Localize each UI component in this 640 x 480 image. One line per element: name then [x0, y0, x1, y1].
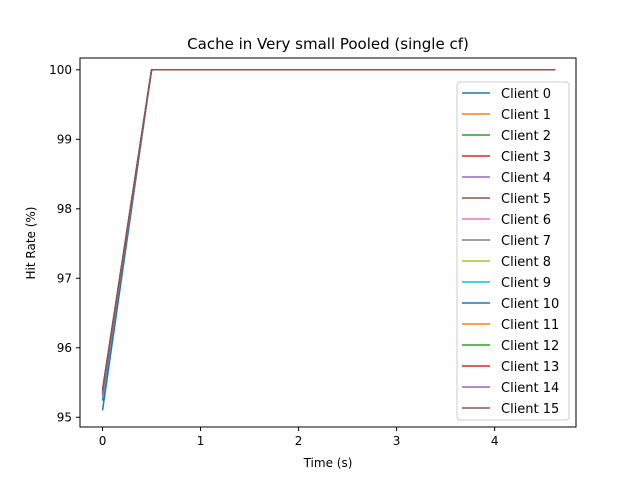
legend-label-client-12: Client 12 [501, 339, 559, 354]
axes-frame [79, 57, 577, 428]
legend-label-client-9: Client 9 [501, 276, 551, 291]
y-axis-label: Hit Rate (%) [24, 207, 38, 280]
legend-label-client-2: Client 2 [501, 129, 551, 144]
x-axis-ticks: 0 1 2 3 4 [99, 427, 499, 448]
series-lines [101, 69, 556, 411]
y-tick-label: 97 [57, 271, 72, 285]
plot-area: 0 1 2 3 4 95 96 97 98 99 100 [49, 57, 577, 448]
series-line-client-15 [101, 69, 556, 391]
legend-label-client-11: Client 11 [501, 318, 559, 333]
x-axis-label: Time (s) [303, 456, 353, 470]
y-tick-label: 100 [49, 63, 72, 77]
x-tick-label: 2 [295, 434, 303, 448]
legend-label-client-3: Client 3 [501, 150, 551, 165]
legend-label-client-4: Client 4 [501, 171, 551, 186]
x-tick-label: 4 [491, 434, 499, 448]
legend: Client 0 Client 1 Client 2 Client 3 Client 4… [456, 81, 570, 421]
x-tick-label: 0 [99, 434, 107, 448]
legend-label-client-0: Client 0 [501, 87, 551, 102]
y-tick-label: 96 [57, 341, 72, 355]
y-axis-ticks: 95 96 97 98 99 100 [49, 63, 80, 424]
legend-box [456, 81, 570, 421]
x-tick-label: 1 [197, 434, 205, 448]
legend-label-client-15: Client 15 [501, 402, 559, 417]
chart-title: Cache in Very small Pooled (single cf) [187, 35, 469, 53]
legend-items: Client 0 Client 1 Client 2 Client 3 Client 4… [462, 87, 559, 417]
legend-label-client-5: Client 5 [501, 192, 551, 207]
x-tick-label: 3 [393, 434, 401, 448]
legend-label-client-6: Client 6 [501, 213, 551, 228]
y-tick-label: 99 [57, 132, 72, 146]
legend-label-client-13: Client 13 [501, 360, 559, 375]
legend-label-client-14: Client 14 [501, 381, 559, 396]
y-tick-label: 95 [57, 410, 72, 424]
legend-label-client-1: Client 1 [501, 108, 551, 123]
legend-label-client-7: Client 7 [501, 234, 551, 249]
legend-label-client-10: Client 10 [501, 297, 559, 312]
y-tick-label: 98 [57, 202, 72, 216]
legend-label-client-8: Client 8 [501, 255, 551, 270]
